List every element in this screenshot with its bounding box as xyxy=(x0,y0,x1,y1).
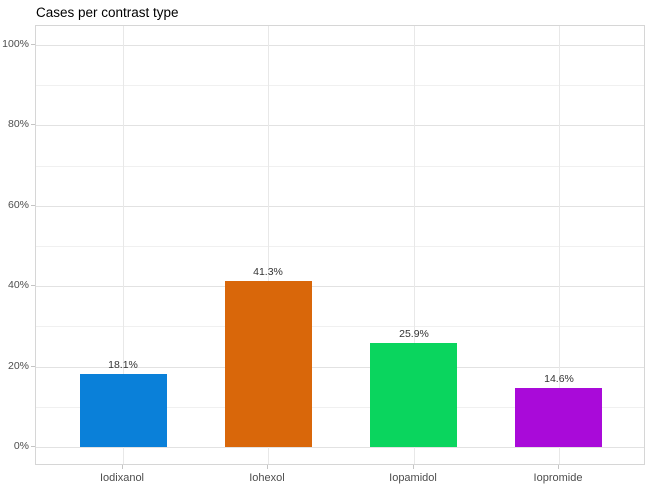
gridline-vertical xyxy=(123,26,124,464)
x-axis-tick-label-iopromide: Iopromide xyxy=(533,472,583,484)
gridline-major-horizontal xyxy=(36,366,644,368)
y-axis-tick-label: 60% xyxy=(7,198,29,211)
x-axis-tick xyxy=(267,465,268,469)
bar-value-label: 41.3% xyxy=(253,265,283,278)
y-axis-tick xyxy=(31,204,35,206)
x-axis-tick-label-iohexol: Iohexol xyxy=(249,472,285,484)
bar-value-label: 14.6% xyxy=(544,373,574,386)
gridline-major-horizontal xyxy=(36,447,644,448)
x-axis-tick-label-iopamidol: Iopamidol xyxy=(389,472,437,484)
x-axis-tick-label-iodixanol: Iodixanol xyxy=(99,472,145,484)
bar-iohexol xyxy=(225,280,312,447)
y-axis-tick-label: 80% xyxy=(7,118,29,131)
gridline-vertical xyxy=(414,26,415,464)
y-axis-tick-label: 0% xyxy=(13,440,29,452)
y-axis-tick xyxy=(31,285,35,287)
bar-value-label: 25.9% xyxy=(399,327,429,340)
gridline-minor-horizontal xyxy=(36,406,644,408)
gridline-major-horizontal xyxy=(36,286,644,288)
gridline-major-horizontal xyxy=(36,45,644,46)
gridline-minor-horizontal xyxy=(36,326,644,328)
bar-iodixanol xyxy=(80,374,167,447)
x-axis-tick xyxy=(122,465,123,469)
gridline-minor-horizontal xyxy=(36,165,644,167)
gridline-vertical xyxy=(559,26,560,464)
gridline-minor-horizontal xyxy=(36,246,644,247)
bar-iopromide xyxy=(515,388,602,447)
y-axis-tick xyxy=(31,446,35,447)
chart-title: Cases per contrast type xyxy=(36,5,179,20)
x-axis-tick xyxy=(558,465,559,469)
y-axis-tick-label: 20% xyxy=(7,359,29,372)
y-axis-tick xyxy=(31,124,35,126)
gridline-minor-horizontal xyxy=(36,85,644,87)
x-axis-tick xyxy=(413,465,414,469)
y-axis-tick xyxy=(31,365,35,367)
y-axis-tick xyxy=(31,44,35,45)
gridline-major-horizontal xyxy=(36,205,644,207)
y-axis-tick-label: 40% xyxy=(7,279,29,292)
plot-panel: 18.1% 41.3% 25.9% 14.6% xyxy=(35,25,645,465)
bar-value-label: 18.1% xyxy=(108,359,138,372)
gridline-vertical xyxy=(268,26,269,464)
gridline-major-horizontal xyxy=(36,125,644,127)
bar-iopamidol xyxy=(370,342,457,447)
y-axis-tick-label: 100% xyxy=(2,38,29,50)
